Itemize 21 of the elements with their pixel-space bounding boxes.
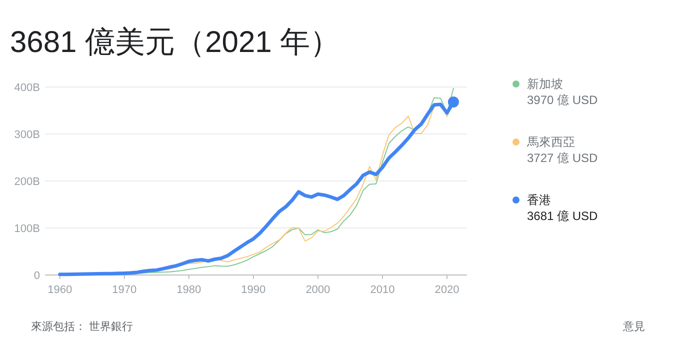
legend-label: 香港 <box>527 193 551 207</box>
y-tick-label: 300B <box>14 129 40 141</box>
y-tick-label: 200B <box>14 176 40 188</box>
text: 3727 億 USD <box>527 151 598 165</box>
text: 意見 <box>622 320 645 333</box>
x-tick-label: 1980 <box>176 284 202 296</box>
x-tick-label: 2000 <box>306 284 330 296</box>
text: 3681 億 USD <box>527 209 598 223</box>
y-tick-label: 0 <box>34 270 40 282</box>
text: 來源包括： 世界銀行 <box>31 320 134 333</box>
legend-label: 新加坡 <box>527 77 563 91</box>
x-tick-label: 1960 <box>48 284 72 296</box>
text: 3970 億 USD <box>527 93 598 107</box>
x-tick-label: 2010 <box>370 284 395 296</box>
x-tick-label: 2020 <box>434 284 460 296</box>
x-tick-label: 1990 <box>241 284 266 296</box>
x-tick-label: 1970 <box>112 284 137 296</box>
chart-title: 3681 億美元（2021 年） <box>10 26 340 59</box>
y-tick-label: 400B <box>14 82 40 94</box>
legend-label: 馬來西亞 <box>526 135 575 149</box>
y-tick-label: 100B <box>14 223 40 235</box>
